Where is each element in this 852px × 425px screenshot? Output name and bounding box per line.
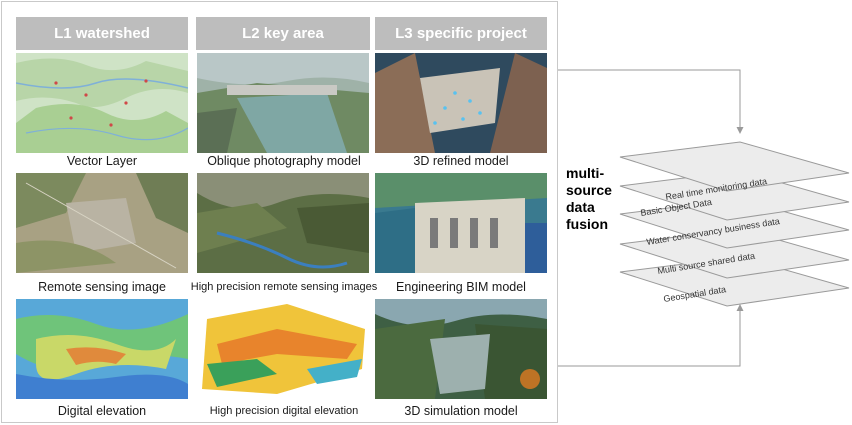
caption-remote-sensing-image: Remote sensing image — [38, 280, 166, 294]
layer-label-real-time-monitoring-data: Real time monitoring data — [665, 176, 768, 202]
top-connector-line — [558, 69, 744, 134]
layer-basic-object-data: Basic Object Data — [619, 170, 850, 221]
header-l1-watershed: L1 watershed — [16, 17, 188, 50]
3d-refined-model-image — [375, 53, 547, 153]
caption-high-precision-digital-elevation: High precision digital elevation — [209, 405, 359, 417]
vector-layer-map-image — [16, 53, 188, 153]
fusion-line-1: multi- — [566, 165, 605, 181]
layer-label-basic-object-data: Basic Object Data — [640, 197, 713, 218]
oblique-photography-image — [197, 53, 369, 153]
high-precision-digital-elevation-image — [197, 299, 369, 399]
high-precision-remote-sensing-image — [197, 173, 369, 273]
caption-high-precision-remote-sensing-images: High precision remote sensing images — [190, 281, 378, 293]
caption-vector-layer: Vector Layer — [66, 154, 138, 168]
bottom-connector-line — [558, 304, 744, 367]
header-l2-key-area: L2 key area — [196, 17, 370, 50]
fusion-line-3: data — [566, 199, 595, 215]
caption-3d-simulation-model: 3D simulation model — [404, 404, 518, 418]
caption-oblique-photography-model: Oblique photography model — [207, 154, 361, 168]
caption-engineering-bim-model: Engineering BIM model — [396, 280, 526, 294]
header-l3-specific-project: L3 specific project — [375, 17, 547, 50]
fusion-line-2: source — [566, 182, 612, 198]
fusion-line-4: fusion — [566, 216, 608, 232]
layer-label-multi-source-shared-data: Multi source shared data — [657, 251, 756, 276]
layer-label-water-conservancy-business-data: Water conservancy business data — [646, 216, 781, 247]
caption-digital-elevation: Digital elevation — [57, 404, 147, 418]
engineering-bim-model-image — [375, 173, 547, 273]
layer-real-time-monitoring-data: Real time monitoring data — [619, 141, 850, 202]
3d-simulation-model-image — [375, 299, 547, 399]
layer-label-geospatial-data: Geospatial data — [663, 284, 727, 304]
remote-sensing-image — [16, 173, 188, 273]
caption-3d-refined-model: 3D refined model — [413, 154, 509, 168]
layer-multi-source-shared-data: Multi source shared data — [619, 228, 850, 279]
layer-water-conservancy-business-data: Water conservancy business data — [619, 198, 850, 249]
multi-source-data-fusion-label: multi- source data fusion — [566, 165, 626, 233]
digital-elevation-image — [16, 299, 188, 399]
layer-geospatial-data: Geospatial data — [619, 256, 850, 307]
